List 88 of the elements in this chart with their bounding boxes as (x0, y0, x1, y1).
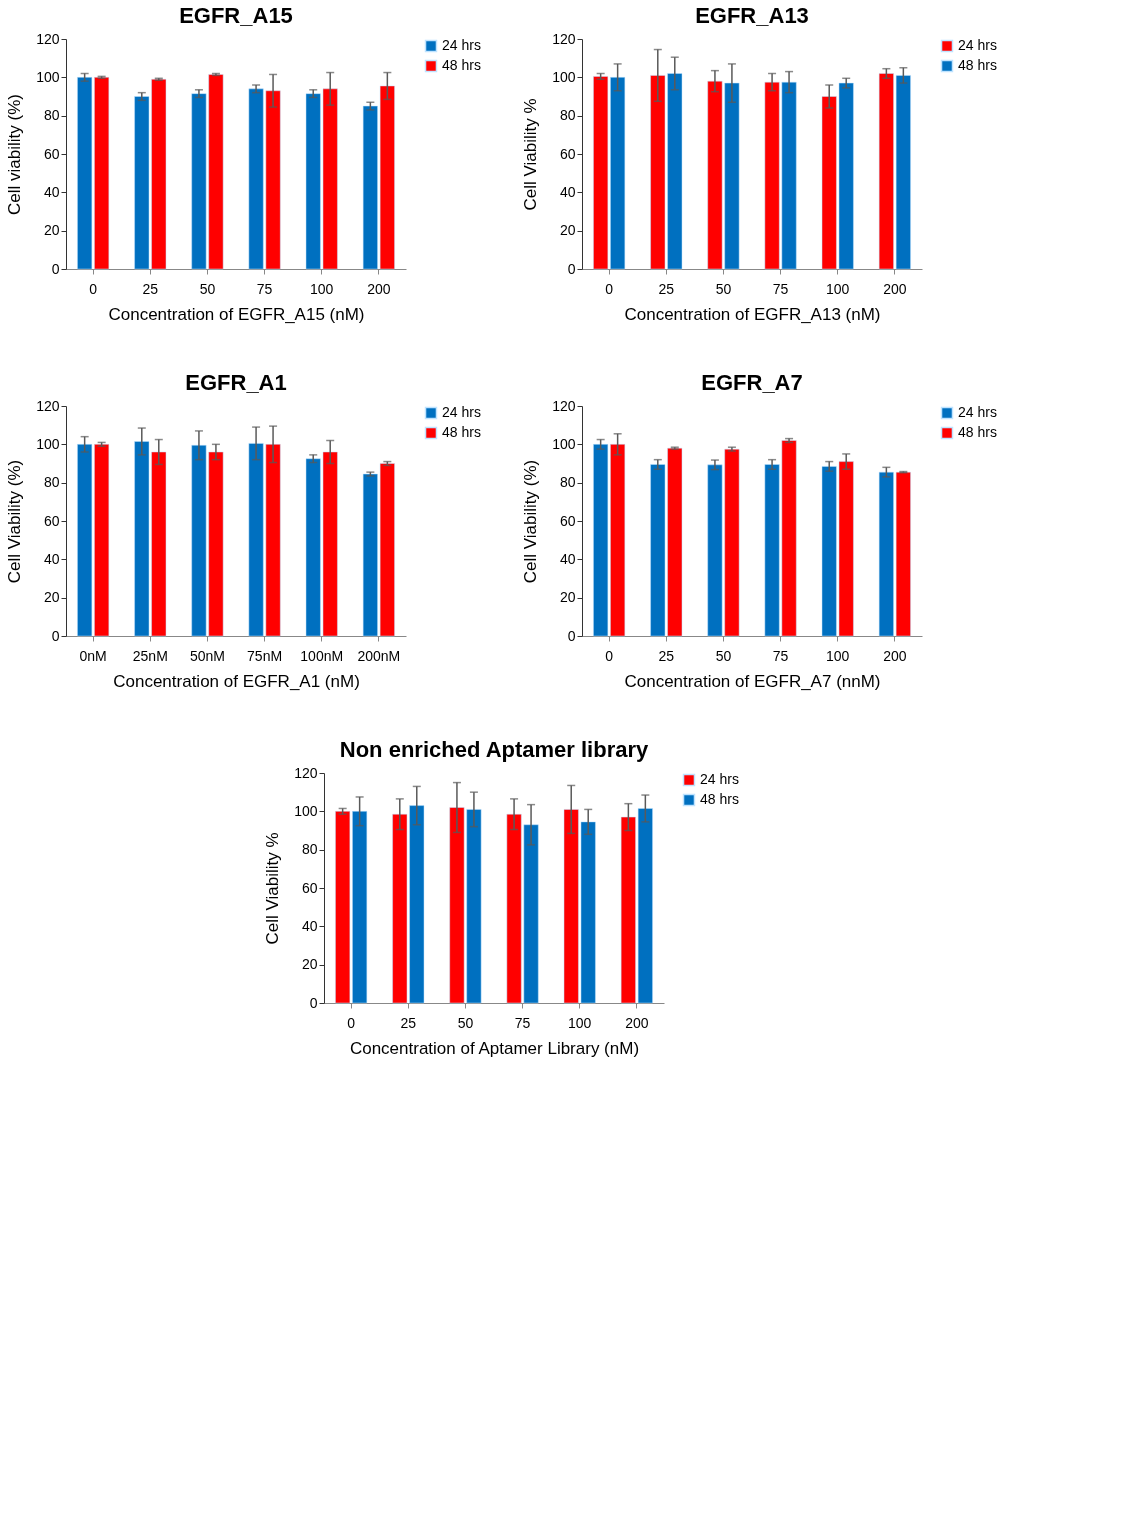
legend-label: 24 hrs (442, 37, 481, 53)
x-tick-label: 0 (347, 1014, 356, 1031)
x-tick-label: 100nM (300, 647, 344, 664)
y-tick-label: 60 (43, 512, 60, 529)
x-tick-label: 200 (625, 1014, 649, 1031)
x-tick-label: 75 (772, 280, 789, 297)
y-tick-label: 100 (552, 435, 576, 452)
x-tick-label: 0 (605, 280, 614, 297)
legend-label: 48 hrs (958, 424, 997, 440)
x-axis-title: Concentration of EGFR_A13 (nM) (624, 304, 881, 324)
y-tick-label: 40 (559, 183, 576, 200)
legend-label: 24 hrs (700, 771, 739, 787)
y-tick-label: 40 (43, 183, 60, 200)
y-tick-label: 120 (552, 30, 576, 47)
chart-title: EGFR_A15 (179, 3, 293, 28)
x-tick-label: 50 (457, 1014, 474, 1031)
y-tick-label: 0 (51, 260, 60, 277)
y-tick-label: 120 (294, 764, 318, 781)
y-axis-title: Cell viability (%) (5, 94, 25, 215)
chart-title: EGFR_A1 (185, 370, 287, 395)
chart-title: Non enriched Aptamer library (339, 737, 650, 762)
y-tick-label: 20 (43, 222, 60, 239)
y-tick-label: 60 (43, 145, 60, 162)
y-tick-label: 20 (301, 956, 318, 973)
chart-title: EGFR_A7 (701, 370, 803, 395)
x-tick-label: 75 (772, 647, 789, 664)
legend-label: 48 hrs (442, 424, 481, 440)
y-tick-label: 80 (301, 841, 318, 858)
y-tick-label: 60 (559, 145, 576, 162)
x-tick-label: 50 (715, 647, 732, 664)
x-tick-label: 25 (658, 280, 675, 297)
y-tick-label: 80 (559, 107, 576, 124)
y-tick-label: 80 (43, 107, 60, 124)
y-tick-label: 0 (51, 627, 60, 644)
x-axis-title: Concentration of Aptamer Library (nM) (349, 1038, 640, 1058)
x-tick-label: 75 (256, 280, 273, 297)
x-tick-label: 25nM (132, 647, 168, 664)
y-tick-label: 60 (559, 512, 576, 529)
x-tick-label: 75 (514, 1014, 531, 1031)
x-tick-label: 25 (142, 280, 159, 297)
x-tick-label: 0 (89, 280, 98, 297)
x-tick-label: 0 (605, 647, 614, 664)
x-axis-title: Concentration of EGFR_A15 (nM) (108, 304, 365, 324)
legend-label: 48 hrs (958, 57, 997, 73)
y-axis-title: Cell Viability % (521, 98, 541, 211)
y-tick-label: 100 (36, 68, 60, 85)
x-tick-label: 200 (367, 280, 391, 297)
legend-label: 24 hrs (958, 37, 997, 53)
y-tick-label: 20 (43, 589, 60, 606)
y-tick-label: 120 (552, 397, 576, 414)
y-tick-label: 20 (559, 222, 576, 239)
y-axis-title: Cell Viability (%) (5, 459, 25, 584)
y-tick-label: 100 (36, 435, 60, 452)
y-tick-label: 80 (559, 474, 576, 491)
y-tick-label: 120 (36, 30, 60, 47)
legend-label: 24 hrs (958, 404, 997, 420)
x-tick-label: 100 (826, 647, 850, 664)
x-tick-label: 0nM (79, 647, 107, 664)
legend-label: 48 hrs (442, 57, 481, 73)
y-tick-label: 40 (301, 917, 318, 934)
x-axis-title: Concentration of EGFR_A1 (nM) (113, 671, 360, 691)
x-tick-label: 50 (715, 280, 732, 297)
x-tick-label: 25 (658, 647, 675, 664)
x-tick-label: 75nM (247, 647, 283, 664)
y-tick-label: 100 (552, 68, 576, 85)
legend-label: 48 hrs (700, 791, 739, 807)
y-tick-label: 0 (567, 260, 576, 277)
y-tick-label: 0 (567, 627, 576, 644)
y-tick-label: 100 (294, 802, 318, 819)
x-tick-label: 25 (400, 1014, 417, 1031)
x-tick-label: 50nM (189, 647, 225, 664)
y-tick-label: 80 (43, 474, 60, 491)
y-tick-label: 40 (43, 550, 60, 567)
x-axis-title: Concentration of EGFR_A7 (nnM) (624, 671, 881, 691)
y-axis-title: Cell Viability (%) (521, 459, 541, 584)
legend-label: 24 hrs (442, 404, 481, 420)
x-tick-label: 100 (826, 280, 850, 297)
x-tick-label: 200 (883, 280, 907, 297)
x-tick-label: 200 (883, 647, 907, 664)
y-tick-label: 20 (559, 589, 576, 606)
y-tick-label: 120 (36, 397, 60, 414)
chart-title: EGFR_A13 (695, 3, 809, 28)
y-tick-label: 0 (309, 994, 318, 1011)
y-axis-title: Cell Viability % (263, 832, 283, 945)
y-tick-label: 60 (301, 879, 318, 896)
y-tick-label: 40 (559, 550, 576, 567)
x-tick-label: 50 (199, 280, 216, 297)
x-tick-label: 200nM (357, 647, 401, 664)
